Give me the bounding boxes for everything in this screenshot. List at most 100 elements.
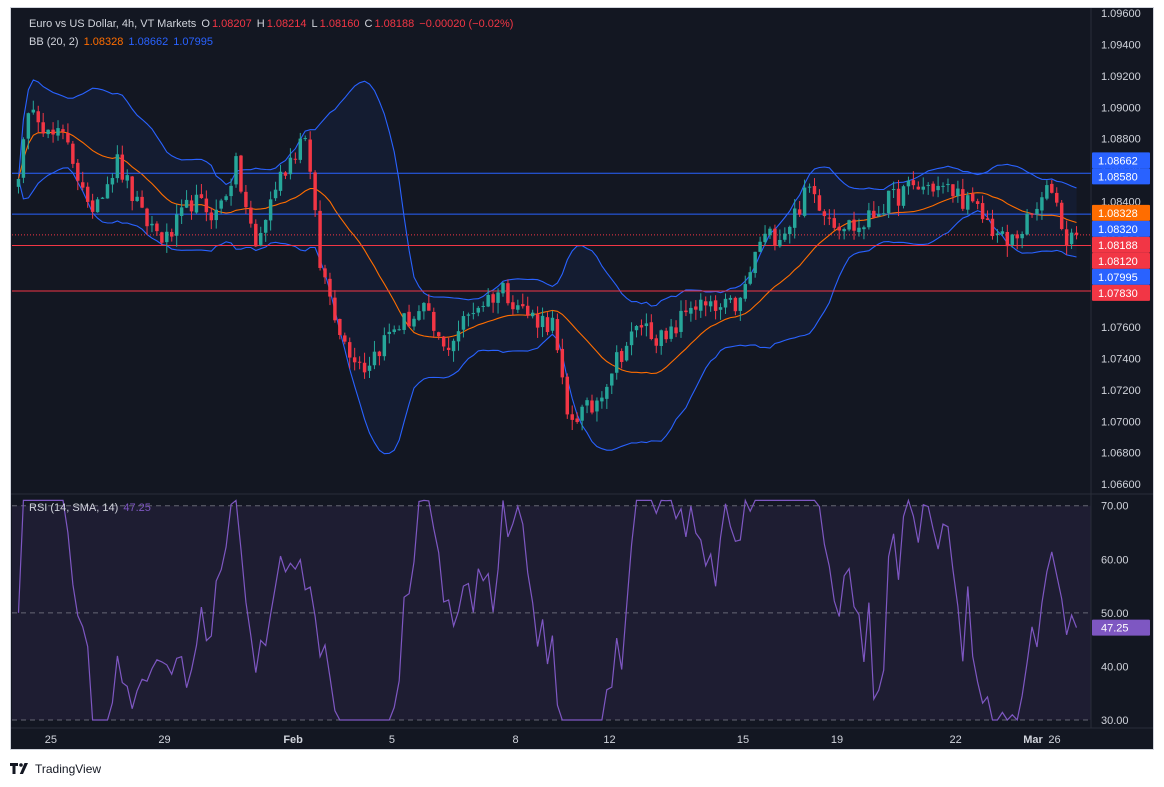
candle-body <box>1005 231 1010 247</box>
candle-body <box>679 310 683 332</box>
candle-body <box>155 223 159 232</box>
candle-body <box>417 311 421 320</box>
candle-body <box>995 233 1000 235</box>
candle-body <box>41 122 45 134</box>
candle-body <box>160 232 164 243</box>
candle-body <box>629 331 634 346</box>
candle-body <box>570 414 574 420</box>
candle-body <box>610 373 614 386</box>
candle-body <box>1015 234 1019 239</box>
candle-body <box>308 139 312 172</box>
candle-body <box>224 196 228 200</box>
candle-body <box>921 186 925 190</box>
candle-body <box>333 297 337 321</box>
candle-body <box>951 184 955 197</box>
price-tick-label: 1.09200 <box>1101 71 1141 83</box>
bb-lower-line <box>17 167 1077 455</box>
candle-body <box>451 340 456 352</box>
price-tick-label: 1.07400 <box>1101 354 1141 366</box>
bb-upper-line <box>17 79 1077 307</box>
rsi-value-tag-label: 47.25 <box>1101 623 1129 635</box>
candle-body <box>165 231 169 243</box>
candle-body <box>822 211 827 217</box>
candle-body <box>130 176 134 202</box>
candle-body <box>753 251 757 274</box>
candle-body <box>427 303 431 311</box>
candle-body <box>847 220 851 230</box>
candle-body <box>733 297 738 312</box>
candle-body <box>412 318 416 327</box>
candle-body <box>516 305 520 310</box>
price-tick-label: 1.08800 <box>1101 134 1141 146</box>
candle-body <box>644 323 649 327</box>
candle-body <box>748 272 752 284</box>
price-tag <box>1092 252 1150 269</box>
candle-body <box>125 175 129 181</box>
candle-body <box>51 129 55 135</box>
candle-body <box>461 316 466 330</box>
candle-body <box>506 283 510 304</box>
candle-body <box>268 199 273 221</box>
candle-body <box>214 209 218 221</box>
candle-body <box>179 207 184 216</box>
candle-body <box>565 376 570 415</box>
candle-body <box>105 184 110 199</box>
time-tick-label: 26 <box>1048 734 1060 746</box>
candle-body <box>338 318 342 336</box>
rsi-legend: RSI (14, SMA, 14) 47.25 <box>29 502 153 514</box>
candle-body <box>1025 213 1029 235</box>
candle-body <box>966 195 970 210</box>
candle-body <box>501 283 505 294</box>
open-label: O <box>201 18 210 30</box>
bb-label: BB (20, 2) <box>29 36 79 48</box>
candle-body <box>456 331 461 342</box>
tradingview-logo-icon <box>10 763 28 774</box>
symbol-title: Euro vs US Dollar, 4h, VT Markets <box>29 18 197 30</box>
candle-body <box>926 184 930 186</box>
candle-body <box>1059 202 1064 229</box>
candle-body <box>689 307 693 314</box>
candle-body <box>521 304 525 307</box>
price-tag-label: 1.08662 <box>1098 155 1138 167</box>
candle-body <box>827 217 832 219</box>
candle-body <box>402 313 406 330</box>
price-tag <box>1092 236 1150 253</box>
rsi-legend-value: 47.25 <box>123 502 151 514</box>
candle-body <box>639 325 644 328</box>
candle-body <box>348 342 352 358</box>
candle-body <box>1030 213 1034 215</box>
candle-body <box>1045 185 1049 199</box>
candle-body <box>560 348 565 378</box>
rsi-tick-label: 30.00 <box>1101 715 1129 727</box>
candle-body <box>728 297 733 300</box>
candle-body <box>259 232 263 245</box>
candle-body <box>184 199 189 208</box>
rsi-label: RSI (14, SMA, 14) <box>29 502 119 514</box>
chart-frame: 1.09600 1.09400 1.09200 1.09000 1.08800 1.086… <box>10 7 1154 750</box>
candle-body <box>110 177 115 185</box>
candle-body <box>669 326 673 339</box>
rsi-value-tag <box>1092 619 1150 636</box>
candle-body <box>842 229 846 232</box>
candle-body <box>1000 231 1005 234</box>
candle-body <box>1055 192 1059 203</box>
candle-body <box>619 351 624 362</box>
candle-body <box>189 200 194 212</box>
candle-body <box>1074 232 1079 235</box>
candle-body <box>397 329 401 331</box>
candle-body <box>1050 183 1054 193</box>
price-tick-label: 1.06800 <box>1101 448 1141 460</box>
price-tick-label: 1.07600 <box>1101 322 1141 334</box>
candle-body <box>511 302 515 310</box>
candle-body <box>590 400 594 413</box>
candle-body <box>941 185 945 187</box>
candle-body <box>812 186 817 195</box>
candle-body <box>718 307 723 310</box>
candle-body <box>600 397 604 402</box>
candle-body <box>352 357 357 363</box>
candle-body <box>85 186 90 202</box>
rsi-tick-label: 40.00 <box>1101 661 1129 673</box>
chart-canvas[interactable]: 1.09600 1.09400 1.09200 1.09000 1.08800 1.086… <box>11 8 1153 749</box>
candle-body <box>684 310 688 313</box>
candle-body <box>1040 197 1044 211</box>
